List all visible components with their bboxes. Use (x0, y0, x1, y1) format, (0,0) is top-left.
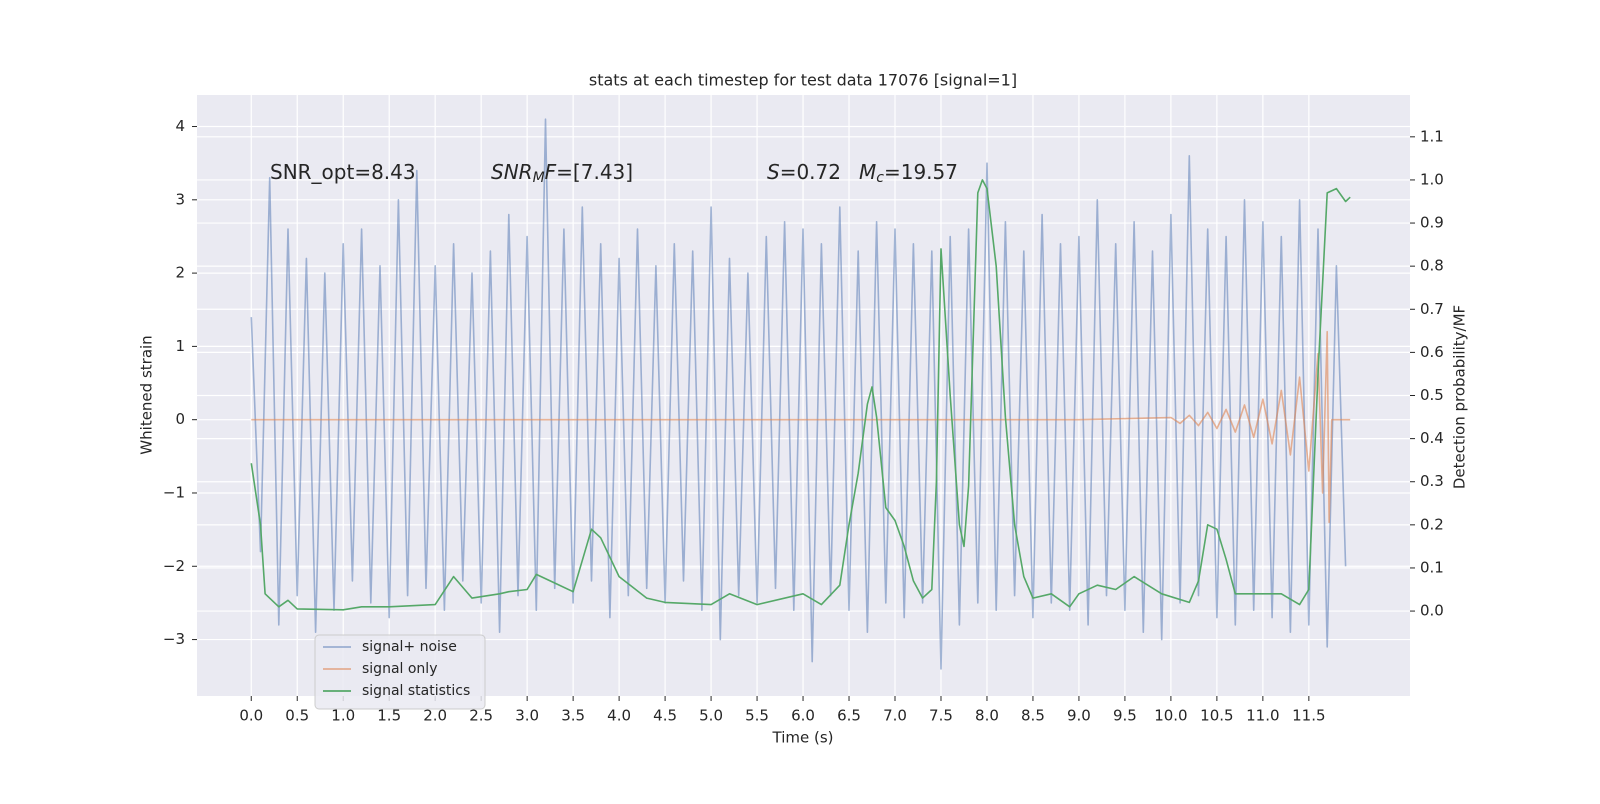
annotation-part: =19.57 (884, 160, 958, 184)
x-tick-label: 3.5 (561, 707, 585, 725)
annotation-part: SNR_opt=8.43 (270, 160, 416, 184)
y-tick-label: 0 (175, 410, 185, 428)
annotation-part: =[7.43] (556, 160, 633, 184)
annotation-part: c (876, 170, 884, 186)
y2-tick-label: 0.3 (1420, 472, 1444, 490)
y2-tick-label: 0.8 (1420, 257, 1444, 275)
x-tick-label: 6.0 (791, 707, 815, 725)
y-tick-label: 4 (175, 117, 185, 135)
y2-tick-label: 0.5 (1420, 386, 1444, 404)
annotation: S=0.72 (767, 160, 841, 184)
x-tick-label: 8.0 (975, 707, 999, 725)
x-tick-label: 9.5 (1113, 707, 1137, 725)
y2-tick-label: 0.6 (1420, 343, 1444, 361)
x-tick-label: 10.0 (1154, 707, 1187, 725)
x-tick-label: 4.0 (607, 707, 631, 725)
x-tick-label: 5.5 (745, 707, 769, 725)
y-tick-label: 2 (175, 264, 185, 282)
x-tick-label: 11.5 (1292, 707, 1325, 725)
y2-axis-label: Detection probability/MF (1451, 305, 1469, 489)
series-line (250, 179, 1351, 611)
x-tick-label: 8.5 (1021, 707, 1045, 725)
y-tick-label: 3 (175, 190, 185, 208)
y-axis-label: Whitened strain (138, 335, 156, 454)
y2-tick-label: 0.1 (1420, 558, 1444, 576)
legend-label: signal+ noise (362, 639, 457, 655)
annotation-part: M (859, 160, 876, 184)
annotation: SNR_opt=8.43 (270, 160, 416, 184)
annotation: SNRMF=[7.43] (491, 160, 633, 187)
x-tick-label: 1.5 (377, 707, 401, 725)
annotation-part: S (767, 160, 780, 184)
x-tick-label: 2.0 (423, 707, 447, 725)
y2-tick-label: 0.2 (1420, 515, 1444, 533)
x-tick-label: 9.0 (1067, 707, 1091, 725)
y2-tick-label: 0.4 (1420, 429, 1444, 447)
x-tick-label: 0.5 (285, 707, 309, 725)
annotation-part: M (533, 170, 545, 186)
x-tick-label: 1.0 (331, 707, 355, 725)
y2-tick-label: 0.7 (1420, 300, 1444, 318)
annotation-part: F (545, 160, 557, 184)
y2-tick-label: 0.0 (1420, 602, 1444, 620)
x-tick-label: 4.5 (653, 707, 677, 725)
x-tick-label: 10.5 (1200, 707, 1233, 725)
x-tick-label: 3.0 (515, 707, 539, 725)
chart-title: stats at each timestep for test data 170… (589, 71, 1017, 90)
y2-tick-label: 1.1 (1420, 127, 1444, 145)
y2-tick-label: 0.9 (1420, 214, 1444, 232)
y-tick-label: −1 (163, 483, 185, 501)
annotation: Mc=19.57 (859, 160, 958, 187)
x-tick-label: 6.5 (837, 707, 861, 725)
y2-tick-label: 1.0 (1420, 170, 1444, 188)
x-tick-label: 7.0 (883, 707, 907, 725)
x-tick-label: 7.5 (929, 707, 953, 725)
x-tick-label: 2.5 (469, 707, 493, 725)
legend-label: signal only (362, 661, 437, 677)
x-tick-label: 5.0 (699, 707, 723, 725)
legend-label: signal statistics (362, 683, 470, 699)
x-tick-label: 0.0 (239, 707, 263, 725)
y-tick-label: −3 (163, 630, 185, 648)
y-tick-label: 1 (175, 337, 185, 355)
y-tick-label: −2 (163, 557, 185, 575)
annotation-part: =0.72 (780, 160, 841, 184)
annotation-part: SNR (491, 160, 533, 184)
x-tick-label: 11.0 (1246, 707, 1279, 725)
x-axis-label: Time (s) (772, 729, 834, 747)
legend-box (314, 634, 486, 710)
series-line (251, 330, 1351, 524)
